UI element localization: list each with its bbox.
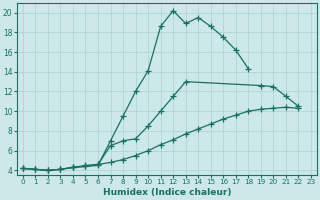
X-axis label: Humidex (Indice chaleur): Humidex (Indice chaleur)	[103, 188, 231, 197]
